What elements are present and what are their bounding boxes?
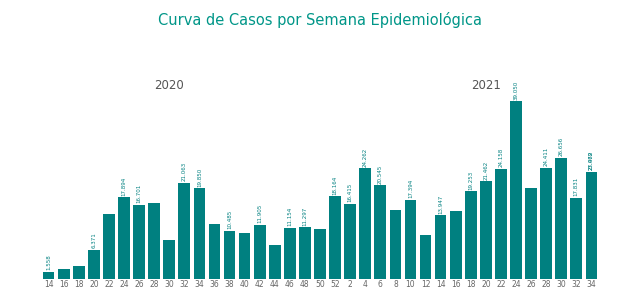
Bar	[359, 168, 371, 278]
Text: 20.545: 20.545	[378, 164, 383, 184]
Text: 24.411: 24.411	[543, 147, 548, 166]
Text: 11.905: 11.905	[257, 204, 262, 223]
Text: 17.894: 17.894	[122, 177, 127, 196]
Text: 19.850: 19.850	[197, 168, 202, 187]
Bar	[269, 244, 281, 278]
Bar	[344, 204, 356, 278]
Bar	[435, 215, 447, 278]
Bar	[193, 188, 205, 278]
Bar	[88, 250, 100, 278]
Bar	[480, 181, 492, 278]
Bar	[254, 225, 266, 278]
Bar	[58, 269, 70, 278]
Text: 10.485: 10.485	[227, 210, 232, 230]
Bar	[586, 172, 597, 278]
Bar	[43, 271, 54, 278]
Bar	[420, 236, 431, 278]
Bar	[314, 229, 326, 278]
Text: 21.063: 21.063	[182, 162, 187, 181]
Bar	[209, 224, 220, 278]
Bar	[179, 183, 190, 278]
Bar	[73, 266, 84, 278]
Text: 19.253: 19.253	[468, 170, 473, 190]
Text: 21.462: 21.462	[483, 160, 488, 180]
Bar	[556, 157, 567, 278]
Text: 16.701: 16.701	[136, 184, 141, 203]
Text: 39.050: 39.050	[513, 80, 518, 100]
Text: 2021: 2021	[471, 79, 500, 92]
Bar	[495, 169, 507, 278]
Bar	[148, 203, 160, 278]
Text: 26.656: 26.656	[559, 137, 564, 156]
Bar	[133, 205, 145, 278]
Text: 18.164: 18.164	[333, 175, 337, 195]
Bar	[510, 101, 522, 278]
Bar	[525, 188, 537, 278]
Bar	[465, 191, 477, 278]
Bar	[103, 214, 115, 278]
Bar	[299, 227, 311, 278]
Text: 17.394: 17.394	[408, 179, 413, 198]
Text: 24.158: 24.158	[499, 148, 504, 167]
Bar	[374, 185, 386, 278]
Text: 24.262: 24.262	[363, 147, 368, 167]
Bar	[570, 198, 582, 278]
Text: 6.371: 6.371	[92, 232, 97, 248]
Bar	[329, 196, 341, 278]
Text: 2020: 2020	[154, 79, 184, 92]
Bar	[284, 228, 296, 278]
Text: 23.469: 23.469	[589, 151, 594, 171]
Text: 11.154: 11.154	[287, 207, 292, 226]
Text: 17.831: 17.831	[574, 177, 579, 196]
Bar	[239, 233, 250, 278]
Text: 11.297: 11.297	[303, 206, 307, 226]
Bar	[223, 231, 236, 278]
Text: Curva de Casos por Semana Epidemiológica: Curva de Casos por Semana Epidemiológica	[158, 12, 482, 28]
Bar	[540, 168, 552, 278]
Bar	[118, 197, 130, 278]
Bar	[390, 209, 401, 278]
Bar	[450, 211, 461, 278]
Bar	[404, 200, 417, 278]
Text: 16.415: 16.415	[348, 183, 353, 202]
Text: 27.072: 27.072	[589, 151, 594, 171]
Text: 13.947: 13.947	[438, 195, 443, 214]
Bar	[163, 240, 175, 278]
Text: 1.558: 1.558	[46, 254, 51, 270]
